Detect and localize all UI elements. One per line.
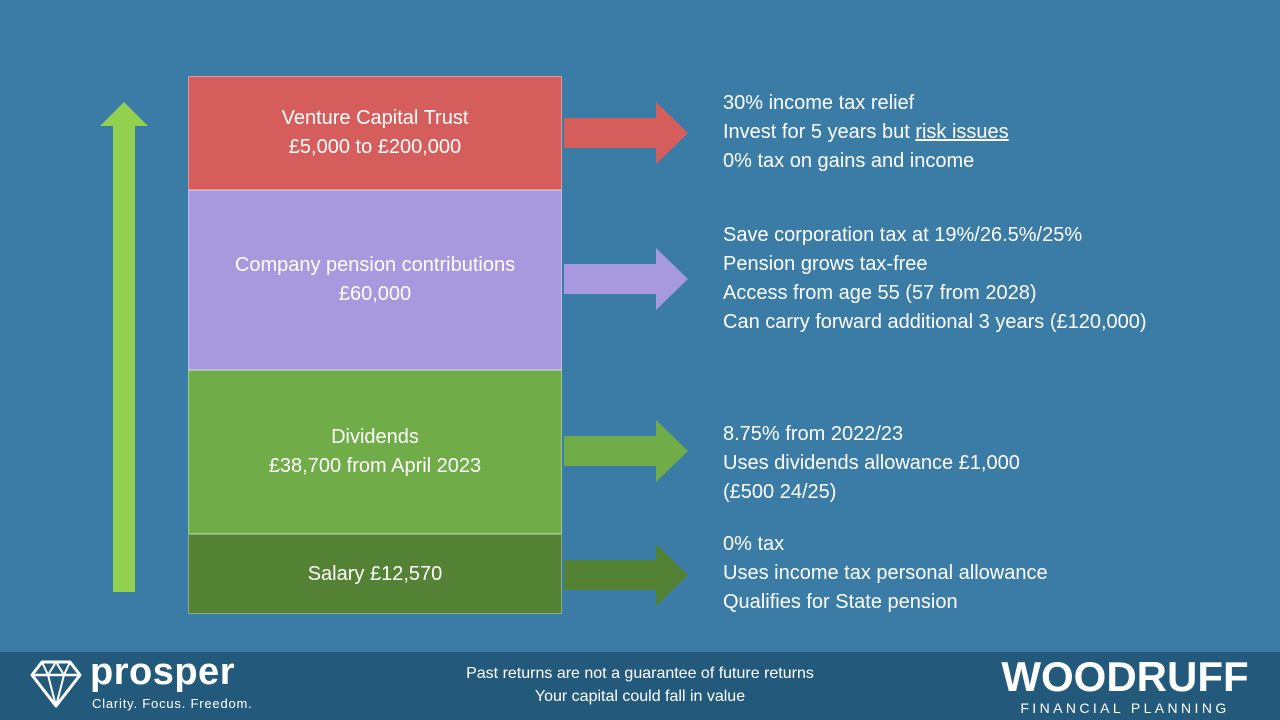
- detail-line: 0% tax on gains and income: [723, 150, 975, 172]
- salary-details: 0% tax Uses income tax personal allowanc…: [723, 530, 1048, 617]
- risk-issues-link[interactable]: risk issues: [915, 121, 1009, 143]
- box-vct-value: £5,000 to £200,000: [288, 136, 462, 158]
- box-salary: Salary £12,570: [188, 534, 562, 614]
- detail-line: Can carry forward additional 3 years (£1…: [723, 311, 1147, 333]
- box-dividends-title: Dividends: [331, 426, 419, 448]
- slide-canvas: Venture Capital Trust £5,000 to £200,000…: [100, 76, 1147, 617]
- disclaimer-line: Your capital could fall in value: [534, 688, 746, 705]
- detail-line: Access from age 55 (57 from 2028): [723, 282, 1037, 304]
- footer-bar: [0, 652, 1280, 720]
- detail-line: Qualifies for State pension: [723, 591, 958, 613]
- vct-details: 30% income tax relief Invest for 5 years…: [723, 89, 1009, 176]
- detail-line: Uses income tax personal allowance: [723, 562, 1048, 584]
- detail-line: 0% tax: [723, 533, 785, 555]
- box-venture-capital-trust: Venture Capital Trust £5,000 to £200,000: [188, 76, 562, 190]
- pension-details: Save corporation tax at 19%/26.5%/25% Pe…: [723, 221, 1147, 337]
- prosper-logo: prosper Clarity. Focus. Freedom.: [30, 651, 270, 717]
- disclaimer-line: Past returns are not a guarantee of futu…: [466, 665, 814, 682]
- dividends-arrow-icon: [564, 420, 688, 482]
- detail-line-text: Invest for 5 years but: [723, 121, 916, 143]
- box-salary-title: Salary £12,570: [307, 562, 443, 585]
- box-pension-value: £60,000: [338, 283, 412, 305]
- detail-line: Uses dividends allowance £1,000: [723, 452, 1020, 474]
- detail-line: Invest for 5 years but risk issues: [723, 118, 1009, 147]
- detail-line: 8.75% from 2022/23: [723, 423, 904, 445]
- box-dividends: Dividends £38,700 from April 2023: [188, 370, 562, 534]
- woodruff-wordmark: WOODRUFF: [1001, 653, 1249, 700]
- box-vct-title: Venture Capital Trust: [281, 107, 469, 129]
- salary-arrow-icon: [564, 544, 688, 606]
- dividends-details: 8.75% from 2022/23 Uses dividends allowa…: [723, 420, 1020, 507]
- detail-line: Save corporation tax at 19%/26.5%/25%: [723, 224, 1083, 246]
- box-dividends-value: £38,700 from April 2023: [268, 455, 482, 477]
- up-arrow-icon: [100, 102, 148, 592]
- vct-arrow-icon: [564, 102, 688, 164]
- prosper-wordmark: prosper: [90, 651, 235, 693]
- woodruff-logo: WOODRUFF FINANCIAL PLANNING: [990, 652, 1260, 720]
- box-pension-title: Company pension contributions: [234, 254, 516, 276]
- woodruff-subtitle: FINANCIAL PLANNING: [1020, 700, 1230, 716]
- disclaimer: Past returns are not a guarantee of futu…: [400, 662, 880, 708]
- pension-arrow-icon: [564, 248, 688, 310]
- diamond-icon: [30, 660, 82, 708]
- detail-line: (£500 24/25): [723, 481, 837, 503]
- detail-line: Pension grows tax-free: [723, 253, 928, 275]
- box-company-pension: Company pension contributions £60,000: [188, 190, 562, 370]
- prosper-tagline: Clarity. Focus. Freedom.: [92, 696, 253, 711]
- detail-line: 30% income tax relief: [723, 92, 915, 114]
